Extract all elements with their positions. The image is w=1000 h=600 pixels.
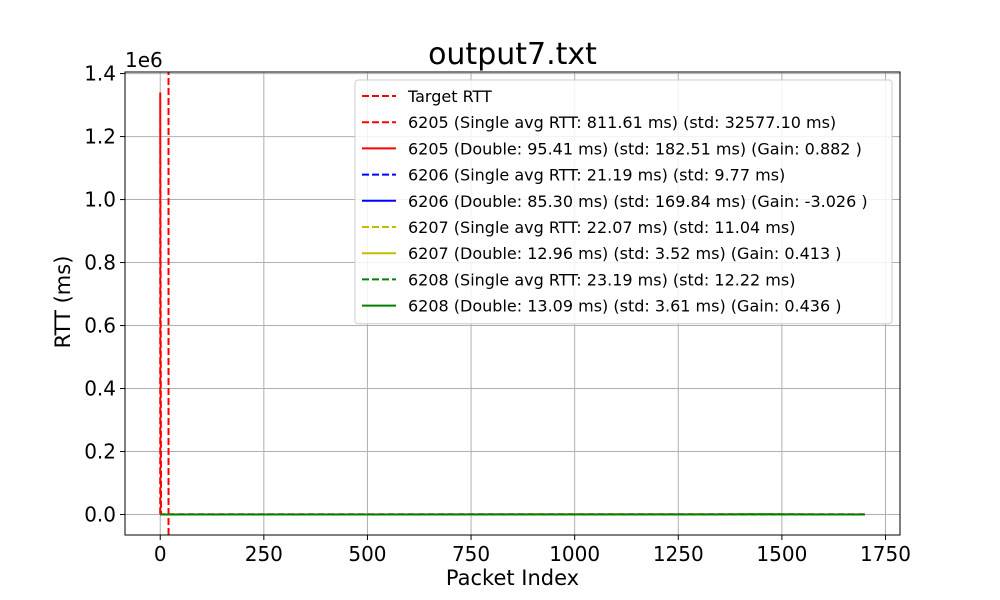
legend-label-7: 6208 (Single avg RTT: 23.19 ms) (std: 12… — [408, 270, 795, 289]
plot-frame — [124, 71, 901, 536]
y-tick-label: 1.0 — [84, 188, 116, 212]
legend-label-3: 6206 (Single avg RTT: 21.19 ms) (std: 9.… — [408, 166, 785, 185]
x-axis-ticks: 0 250 500 750 1000 1250 1500 1750 — [154, 535, 911, 566]
y-tick-label: 0.2 — [84, 440, 116, 464]
y-tick-label: 1.4 — [84, 62, 116, 86]
legend-label-6: 6207 (Double: 12.96 ms) (std: 3.52 ms) (… — [408, 244, 841, 263]
legend-label-8: 6208 (Double: 13.09 ms) (std: 3.61 ms) (… — [408, 297, 841, 316]
y-tick-label: 0.6 — [84, 314, 116, 338]
x-tick-label: 750 — [452, 542, 490, 566]
legend-label-5: 6207 (Single avg RTT: 22.07 ms) (std: 11… — [408, 218, 795, 237]
y-tick-label: 0.8 — [84, 251, 116, 275]
plot-series — [159, 72, 865, 535]
x-tick-label: 500 — [348, 542, 386, 566]
y-axis-label: RTT (ms) — [51, 256, 75, 349]
legend: Target RTT 6205 (Single avg RTT: 811.61 m… — [354, 79, 893, 325]
chart-title: output7.txt — [428, 37, 597, 72]
x-tick-label: 250 — [245, 542, 283, 566]
legend-box — [354, 79, 893, 325]
y-tick-label: 0.0 — [84, 503, 116, 527]
legend-label-4: 6206 (Double: 85.30 ms) (std: 169.84 ms)… — [408, 192, 868, 211]
legend-label-2: 6205 (Double: 95.41 ms) (std: 182.51 ms)… — [408, 139, 862, 158]
y-axis-scale-label: 1e6 — [125, 48, 163, 72]
y-axis-ticks: 0.0 0.2 0.4 0.6 0.8 1.0 1.2 1.4 — [84, 62, 125, 527]
y-tick-label: 0.4 — [84, 377, 116, 401]
x-axis-label: Packet Index — [446, 566, 579, 590]
y-tick-label: 1.2 — [84, 125, 116, 149]
x-tick-label: 1500 — [756, 542, 807, 566]
x-tick-label: 1000 — [549, 542, 600, 566]
x-tick-label: 1250 — [653, 542, 704, 566]
x-tick-label: 0 — [154, 542, 167, 566]
x-tick-label: 1750 — [860, 542, 911, 566]
legend-label-0: Target RTT — [407, 87, 492, 106]
legend-label-1: 6205 (Single avg RTT: 811.61 ms) (std: 3… — [408, 113, 836, 132]
